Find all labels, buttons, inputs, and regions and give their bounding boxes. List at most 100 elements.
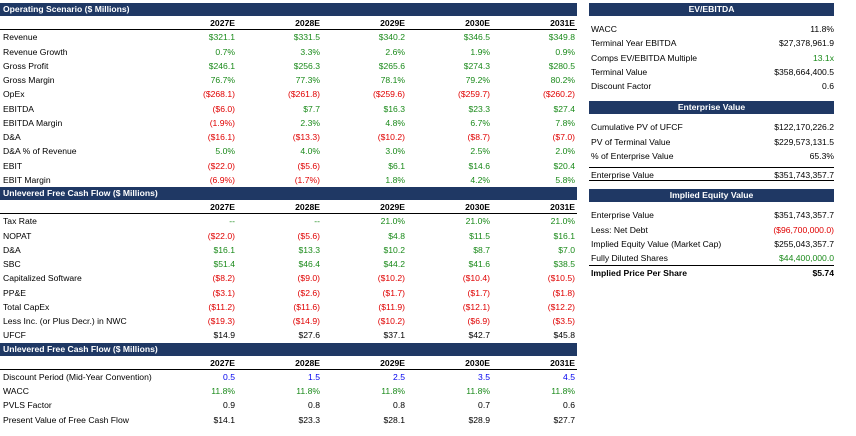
row-value: $331.5 — [293, 32, 320, 43]
kv-value: $122,170,226.2 — [774, 122, 834, 133]
row-value: $280.5 — [548, 60, 575, 71]
year-header-3: 2030E — [465, 202, 490, 212]
ufcf-header: Unlevered Free Cash Flow ($ Millions) — [0, 187, 577, 200]
kv-row: PV of Terminal Value $229,573,131.5 — [589, 135, 834, 149]
row-value: $13.3 — [298, 244, 320, 255]
row-value: -- — [229, 216, 235, 227]
row-label: WACC — [3, 386, 29, 396]
operating-rows: Revenue $321.1 $331.5 $340.2 $346.5 $349.8 Rev… — [0, 30, 577, 187]
implied-equity-header: Implied Equity Value — [589, 189, 834, 203]
row-value: 0.9% — [555, 46, 575, 57]
row-value: ($10.2) — [377, 316, 405, 326]
row-value: 4.5 — [563, 371, 575, 382]
ufcf-year-row: 2027E 2028E 2029E 2030E 2031E — [0, 200, 577, 215]
year-header-2: 2029E — [380, 357, 405, 368]
table-row: D&A % of Revenue 5.0% 4.0% 3.0% 2.5% 2.0% — [0, 144, 577, 158]
row-value: ($11.6) — [293, 301, 320, 312]
implied-price-label: Implied Price Per Share — [591, 268, 688, 279]
enterprise-value-total-row: Enterprise Value $351,743,357.7 — [589, 167, 834, 182]
row-value: 0.9 — [223, 400, 235, 411]
row-value: $28.1 — [383, 414, 405, 425]
row-label: Revenue — [3, 32, 38, 43]
row-value: $265.6 — [378, 60, 405, 71]
row-value: 21.0% — [380, 216, 405, 227]
row-value: $20.4 — [553, 160, 575, 171]
kv-label: Terminal Value — [591, 66, 648, 77]
table-row: Present Value of Free Cash Flow $14.1 $23.… — [0, 413, 577, 427]
row-value: ($14.9) — [292, 316, 320, 326]
row-value: ($10.2) — [377, 273, 405, 284]
row-value: 1.8% — [385, 174, 405, 185]
row-value: $349.8 — [548, 32, 575, 43]
year-header-1: 2028E — [295, 202, 320, 212]
table-row: EBITDA ($6.0) $7.7 $16.3 $23.3 $27.4 — [0, 102, 577, 116]
table-row: NOPAT ($22.0) ($5.6) $4.8 $11.5 $16.1 — [0, 229, 577, 243]
table-row: Total CapEx ($11.2) ($11.6) ($11.9) ($12.1) (… — [0, 300, 577, 314]
enterprise-value-total-value: $351,743,357.7 — [774, 170, 834, 180]
row-value: $321.1 — [208, 32, 235, 43]
table-row: D&A $16.1 $13.3 $10.2 $8.7 $7.0 — [0, 243, 577, 257]
table-row: Revenue $321.1 $331.5 $340.2 $346.5 $349.8 — [0, 30, 577, 44]
row-value: 2.5% — [470, 146, 490, 157]
enterprise-rows: Cumulative PV of UFCF $122,170,226.2 PV of… — [589, 120, 834, 163]
row-value: $11.5 — [469, 230, 490, 241]
kv-value: 11.8% — [810, 24, 834, 34]
row-value: $37.1 — [383, 330, 405, 341]
row-value: (1.9%) — [209, 117, 235, 128]
table-row: EBITDA Margin (1.9%) 2.3% 4.8% 6.7% 7.8% — [0, 116, 577, 130]
row-value: ($8.7) — [467, 132, 490, 142]
row-value: $45.8 — [553, 330, 575, 341]
kv-label: Less: Net Debt — [591, 224, 648, 235]
row-value: $27.6 — [298, 330, 320, 341]
kv-value: $351,743,357.7 — [774, 210, 834, 221]
row-label: Revenue Growth — [3, 46, 68, 57]
discount-year-row: 2027E 2028E 2029E 2030E 2031E — [0, 356, 577, 370]
row-value: ($13.3) — [292, 132, 320, 142]
row-value: ($1.8) — [552, 287, 575, 298]
row-value: 78.1% — [380, 75, 405, 85]
row-label: Gross Profit — [3, 60, 49, 71]
year-header-4: 2031E — [550, 18, 575, 28]
table-row: Gross Margin 76.7% 77.3% 78.1% 79.2% 80.2% — [0, 73, 577, 87]
year-header-4: 2031E — [550, 357, 575, 368]
row-value: 2.3% — [300, 117, 320, 128]
row-value: ($3.5) — [552, 316, 575, 326]
row-value: ($12.2) — [547, 301, 575, 312]
kv-label: PV of Terminal Value — [591, 136, 671, 147]
row-value: 11.8% — [466, 386, 490, 396]
row-label: PP&E — [3, 287, 26, 298]
year-header-3: 2030E — [465, 18, 490, 28]
kv-row: WACC 11.8% — [589, 22, 834, 36]
enterprise-value-total-label: Enterprise Value — [591, 170, 654, 180]
row-value: ($10.5) — [547, 273, 575, 284]
discount-header: Unlevered Free Cash Flow ($ Millions) — [0, 342, 577, 356]
row-label: PVLS Factor — [3, 400, 52, 411]
row-label: EBIT Margin — [3, 174, 51, 185]
table-row: Discount Period (Mid-Year Convention) 0.5… — [0, 370, 577, 384]
row-label: Tax Rate — [3, 216, 37, 227]
row-value: $16.1 — [553, 230, 575, 241]
kv-label: Cumulative PV of UFCF — [591, 122, 683, 133]
row-value: 5.0% — [215, 146, 235, 157]
implied-price-row: Implied Price Per Share $5.74 — [589, 265, 834, 279]
row-value: (1.7%) — [294, 174, 320, 185]
row-value: 0.7% — [215, 46, 235, 57]
row-label: D&A — [3, 244, 21, 255]
kv-row: Terminal Value $358,664,400.5 — [589, 65, 834, 79]
row-value: ($259.6) — [372, 89, 405, 100]
row-value: $44.2 — [383, 259, 405, 269]
row-value: ($22.0) — [207, 160, 235, 171]
table-row: UFCF $14.9 $27.6 $37.1 $42.7 $45.8 — [0, 328, 577, 342]
row-value: 5.8% — [555, 174, 575, 185]
kv-value: $44,400,000.0 — [779, 253, 834, 263]
row-value: ($1.7) — [467, 287, 490, 298]
year-header-3: 2030E — [465, 357, 490, 368]
row-value: 1.5 — [308, 371, 320, 382]
row-value: 21.0% — [550, 216, 575, 227]
table-row: WACC 11.8% 11.8% 11.8% 11.8% 11.8% — [0, 384, 577, 398]
kv-value: $255,043,357.7 — [774, 238, 834, 249]
kv-value: 65.3% — [809, 150, 834, 161]
row-value: ($11.2) — [208, 301, 235, 312]
row-value: $7.0 — [558, 244, 575, 255]
year-header-0: 2027E — [210, 202, 235, 212]
